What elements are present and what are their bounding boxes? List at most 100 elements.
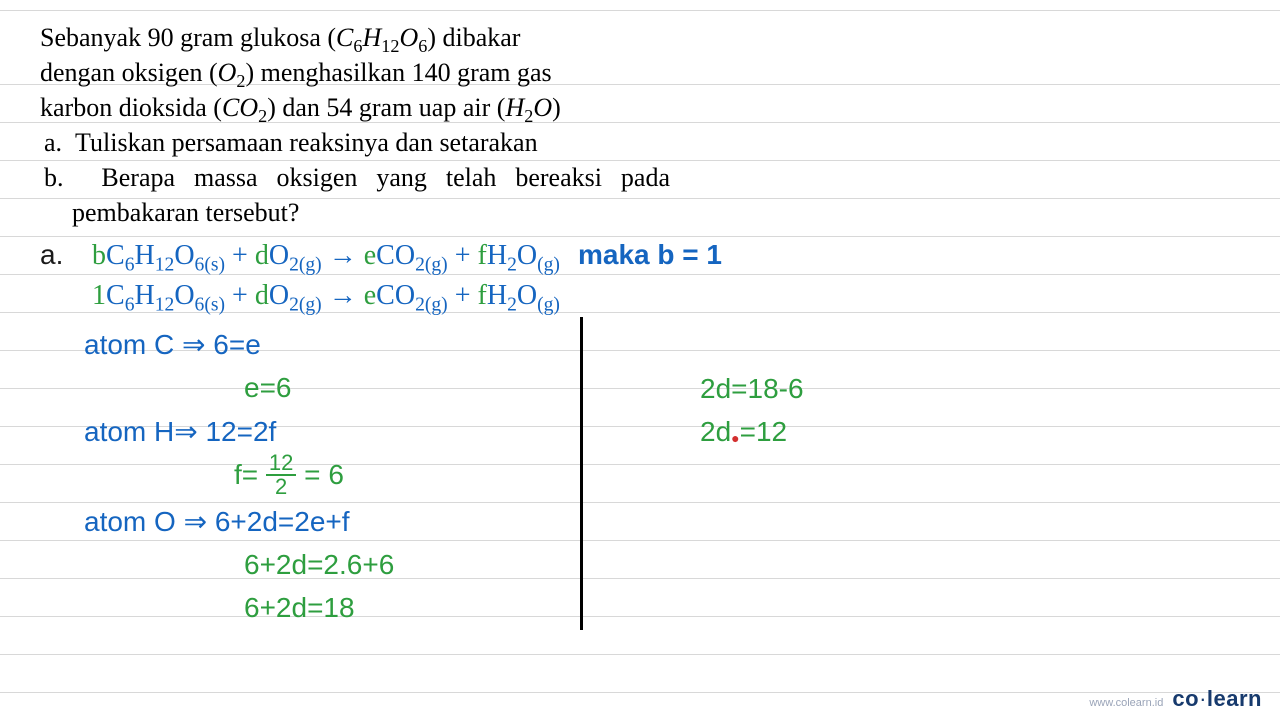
numerator: 12 — [266, 452, 296, 476]
sub: 2 — [258, 106, 267, 126]
coef-d: d — [255, 280, 269, 311]
qa-text: Tuliskan persamaan reaksinya dan setarak… — [75, 128, 538, 157]
atom-c-line: atom C ⇒ 6=e — [84, 323, 580, 366]
equation-row-1: a. bC6H12O6(s) + dO2(g) → eCO2(g) + fH2O… — [40, 235, 1280, 277]
footer: www.colearn.id co·learn — [1089, 686, 1262, 712]
fraction: 122 — [266, 452, 296, 498]
co: CO — [376, 240, 415, 271]
o-step-1: 6+2d=2.6+6 — [84, 543, 580, 586]
coef-e: e — [364, 240, 376, 271]
sub: 6 — [125, 254, 135, 275]
c: C — [106, 280, 125, 311]
equation-1: bC6H12O6(s) + dO2(g) → eCO2(g) + fH2O(g) — [92, 236, 560, 277]
sub: 2(g) — [415, 254, 448, 275]
o: O — [269, 280, 289, 311]
label-b: b. — [44, 163, 64, 192]
right-step-2: 2d●=12 — [700, 410, 804, 453]
right-step-1: 2d=18-6 — [700, 367, 804, 410]
sub: 6 — [125, 295, 135, 316]
e-equals-6: e=6 — [84, 366, 580, 409]
formula-o: O — [218, 58, 237, 87]
formula-o: O — [399, 23, 418, 52]
coef-e: e — [364, 280, 376, 311]
o: O — [517, 240, 537, 271]
sub: 2 — [524, 106, 533, 126]
footer-url: www.colearn.id — [1089, 697, 1163, 709]
h: H — [487, 280, 507, 311]
question-b: b. Berapa massa oksigen yang telah berea… — [40, 160, 670, 230]
brand-co: co — [1172, 686, 1199, 711]
formula-h: H — [362, 23, 381, 52]
sub: 12 — [155, 254, 175, 275]
formula-c: C — [336, 23, 353, 52]
sub: 12 — [155, 295, 175, 316]
text: karbon dioksida ( — [40, 93, 222, 122]
sub: 6(s) — [195, 295, 225, 316]
answer-label-a: a. — [40, 235, 92, 276]
label-a: a. — [44, 128, 62, 157]
qb-text: Berapa massa oksigen yang telah bereaksi… — [72, 163, 670, 227]
arrow: → — [322, 280, 364, 311]
formula-c: C — [222, 93, 239, 122]
problem-line-3: karbon dioksida (CO2) dan 54 gram uap ai… — [40, 90, 670, 125]
question-a: a. Tuliskan persamaan reaksinya dan seta… — [40, 125, 670, 160]
sub: 2(g) — [415, 295, 448, 316]
formula-h: H — [505, 93, 524, 122]
sub: 2 — [236, 71, 245, 91]
h: H — [134, 240, 154, 271]
sub: 2 — [507, 295, 517, 316]
plus: + — [225, 280, 255, 311]
denominator: 2 — [266, 476, 296, 498]
sub: (g) — [537, 295, 560, 316]
coef-f: f — [478, 240, 487, 271]
brand-dot: · — [1199, 686, 1207, 711]
r2-b: =12 — [740, 416, 788, 447]
formula-o: O — [533, 93, 552, 122]
c: C — [106, 240, 125, 271]
page-content: Sebanyak 90 gram glukosa (C6H12O6) dibak… — [0, 0, 1280, 630]
h: H — [134, 280, 154, 311]
coef-b: b — [92, 240, 106, 271]
problem-line-1: Sebanyak 90 gram glukosa (C6H12O6) dibak… — [40, 20, 670, 55]
coef-1: 1 — [92, 280, 106, 311]
coef-d: d — [255, 240, 269, 271]
plus: + — [225, 240, 255, 271]
sub: 2 — [507, 254, 517, 275]
o: O — [269, 240, 289, 271]
o-step-2: 6+2d=18 — [84, 586, 580, 629]
o: O — [174, 240, 194, 271]
o: O — [174, 280, 194, 311]
equation-2: 1C6H12O6(s) + dO2(g) → eCO2(g) + fH2O(g) — [92, 276, 560, 317]
sub: (g) — [537, 254, 560, 275]
problem-statement: Sebanyak 90 gram glukosa (C6H12O6) dibak… — [40, 20, 670, 231]
sub: 2(g) — [289, 295, 322, 316]
formula-o: O — [239, 93, 258, 122]
atom-h-line: atom H⇒ 12=2f — [84, 410, 580, 453]
sub: 12 — [381, 36, 399, 56]
sub: 2(g) — [289, 254, 322, 275]
f-equation: f= 122 = 6 — [84, 453, 580, 500]
text: ) dibakar — [427, 23, 520, 52]
equation-row-2: 1C6H12O6(s) + dO2(g) → eCO2(g) + fH2O(g) — [40, 276, 1280, 317]
text: Sebanyak 90 gram glukosa ( — [40, 23, 336, 52]
plus: + — [448, 240, 478, 271]
text: ) dan 54 gram uap air ( — [267, 93, 505, 122]
text: ) menghasilkan 140 gram gas — [246, 58, 552, 87]
o: O — [517, 280, 537, 311]
co: CO — [376, 280, 415, 311]
h: H — [487, 240, 507, 271]
text: ) — [552, 93, 561, 122]
left-column: atom C ⇒ 6=e e=6 atom H⇒ 12=2f f= 122 = … — [40, 323, 580, 630]
sub: 6 — [418, 36, 427, 56]
solution-area: a. bC6H12O6(s) + dO2(g) → eCO2(g) + fH2O… — [40, 235, 1280, 630]
cursor-dot-icon: ● — [731, 430, 739, 446]
f-pre: f= — [234, 459, 266, 490]
coef-f: f — [478, 280, 487, 311]
sub: 6(s) — [195, 254, 225, 275]
f-post: = 6 — [296, 459, 343, 490]
brand-logo: co·learn — [1172, 686, 1262, 711]
r2-a: 2d — [700, 416, 731, 447]
brand-learn: learn — [1207, 686, 1262, 711]
right-column: 2d=18-6 2d●=12 — [580, 323, 804, 630]
work-columns: atom C ⇒ 6=e e=6 atom H⇒ 12=2f f= 122 = … — [40, 323, 1280, 630]
